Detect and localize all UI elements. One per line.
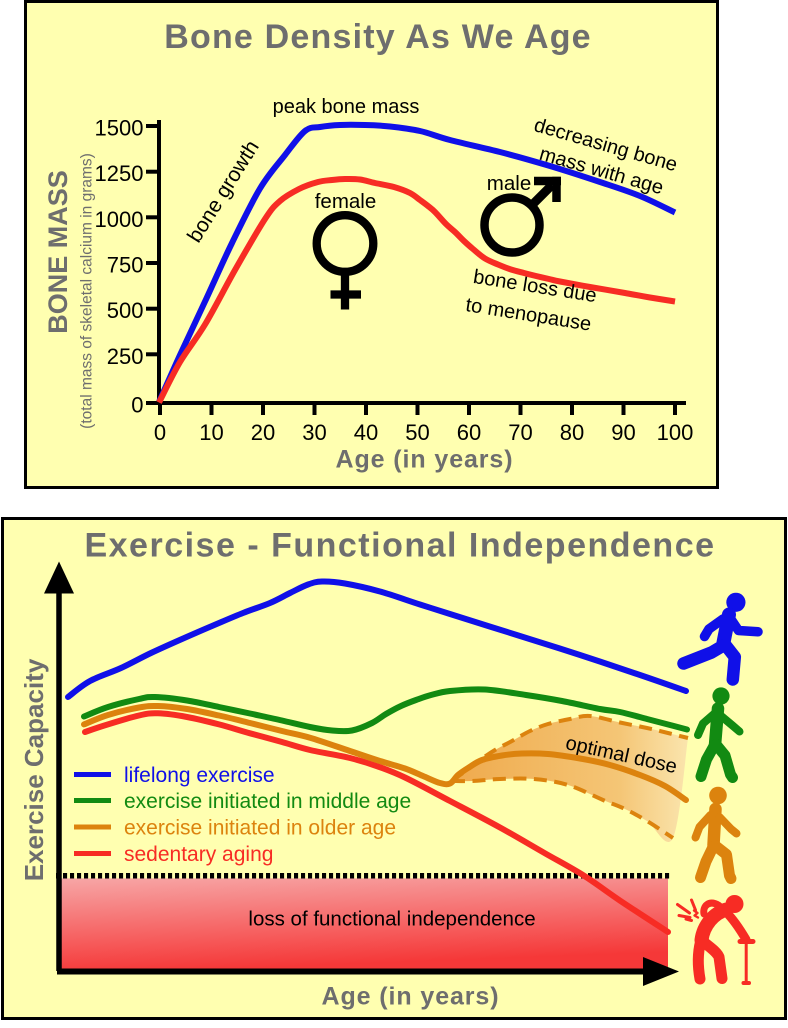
svg-text:80: 80 bbox=[560, 420, 584, 445]
svg-text:Exercise Capacity: Exercise Capacity bbox=[19, 658, 49, 881]
svg-text:loss of functional independenc: loss of functional independence bbox=[248, 908, 535, 931]
svg-text:1000: 1000 bbox=[95, 207, 144, 232]
svg-text:50: 50 bbox=[405, 420, 429, 445]
svg-text:30: 30 bbox=[302, 420, 326, 445]
svg-text:lifelong exercise: lifelong exercise bbox=[124, 764, 275, 787]
svg-text:Age (in years): Age (in years) bbox=[322, 983, 500, 1011]
svg-text:male: male bbox=[487, 172, 531, 195]
svg-text:female: female bbox=[315, 190, 377, 213]
svg-text:0: 0 bbox=[131, 393, 143, 418]
svg-text:10: 10 bbox=[199, 420, 223, 445]
svg-text:40: 40 bbox=[354, 420, 378, 445]
svg-text:500: 500 bbox=[107, 298, 144, 323]
svg-text:exercise initiated in middle a: exercise initiated in middle age bbox=[124, 790, 411, 813]
svg-text:peak bone mass: peak bone mass bbox=[273, 96, 420, 118]
svg-text:750: 750 bbox=[107, 253, 144, 278]
svg-text:90: 90 bbox=[611, 420, 635, 445]
svg-text:20: 20 bbox=[251, 420, 275, 445]
svg-text:60: 60 bbox=[457, 420, 481, 445]
svg-text:Age (in years): Age (in years) bbox=[336, 446, 514, 474]
svg-text:BONE MASS: BONE MASS bbox=[43, 170, 73, 334]
svg-text:250: 250 bbox=[107, 344, 144, 369]
svg-text:Bone Density As We Age: Bone Density As We Age bbox=[164, 18, 592, 56]
svg-text:(total mass of skeletal calciu: (total mass of skeletal calcium in grams… bbox=[79, 153, 96, 429]
svg-text:exercise initiated in older ag: exercise initiated in older age bbox=[124, 817, 396, 840]
svg-text:Exercise - Functional Independ: Exercise - Functional Independence bbox=[84, 527, 715, 565]
svg-text:0: 0 bbox=[154, 420, 166, 445]
svg-text:100: 100 bbox=[657, 420, 694, 445]
svg-text:1250: 1250 bbox=[95, 161, 144, 186]
svg-text:1500: 1500 bbox=[95, 116, 144, 141]
svg-text:70: 70 bbox=[508, 420, 532, 445]
svg-text:sedentary aging: sedentary aging bbox=[124, 843, 273, 866]
